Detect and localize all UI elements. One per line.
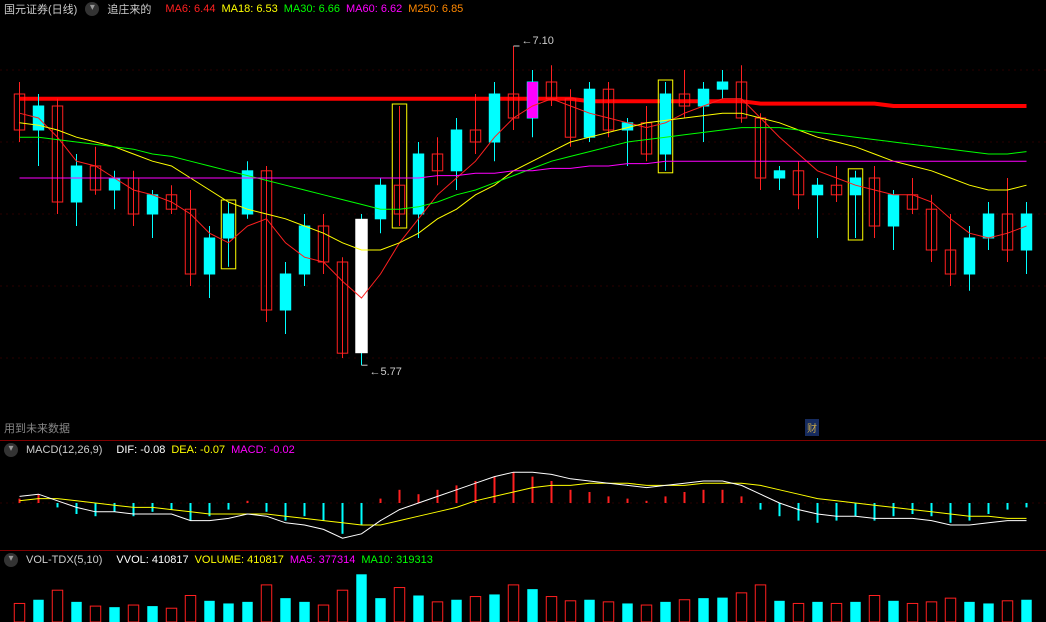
future-data-note: 用到未来数据 [4, 420, 70, 436]
macd-label: MACD: -0.02 [231, 444, 295, 456]
cai-badge: 财 [805, 419, 819, 436]
indicator-name: 追庄来的 [107, 1, 151, 17]
vol-label: VVOL: 410817 [116, 554, 188, 566]
ma-label: MA60: 6.62 [346, 3, 402, 15]
stock-title: 国元证券(日线) [4, 1, 77, 17]
ma-label: MA6: 6.44 [165, 3, 215, 15]
indicator-toggle-icon[interactable]: ▾ [85, 2, 99, 16]
macd-header: ▾ MACD(12,26,9) DIF: -0.08 DEA: -0.07 MACD… [0, 441, 1046, 459]
vol-label: VOLUME: 410817 [195, 554, 284, 566]
main-header: 国元证券(日线) ▾ 追庄来的 MA6: 6.44 MA18: 6.53 MA30:… [0, 0, 1046, 18]
svg-text:←5.77: ←5.77 [370, 366, 402, 378]
main-chart-panel[interactable]: 国元证券(日线) ▾ 追庄来的 MA6: 6.44 MA18: 6.53 MA30:… [0, 0, 1046, 440]
macd-toggle-icon[interactable]: ▾ [4, 443, 18, 457]
ma-label: MA30: 6.66 [284, 3, 340, 15]
vol-title: VOL-TDX(5,10) [26, 554, 102, 566]
vol-label: MA5: 377314 [290, 554, 355, 566]
ma-label: MA18: 6.53 [221, 3, 277, 15]
vol-label: MA10: 319313 [361, 554, 433, 566]
macd-label: DIF: -0.08 [116, 444, 165, 456]
svg-text:←7.10: ←7.10 [522, 35, 554, 47]
macd-title: MACD(12,26,9) [26, 444, 102, 456]
macd-label: DEA: -0.07 [171, 444, 225, 456]
ma-label: M250: 6.85 [408, 3, 463, 15]
main-chart[interactable]: ←7.10 ←5.77 [0, 0, 1046, 440]
vol-toggle-icon[interactable]: ▾ [4, 553, 18, 567]
vol-header: ▾ VOL-TDX(5,10) VVOL: 410817 VOLUME: 4108… [0, 551, 1046, 569]
macd-panel[interactable]: ▾ MACD(12,26,9) DIF: -0.08 DEA: -0.07 MACD… [0, 440, 1046, 550]
volume-panel[interactable]: ▾ VOL-TDX(5,10) VVOL: 410817 VOLUME: 4108… [0, 550, 1046, 621]
